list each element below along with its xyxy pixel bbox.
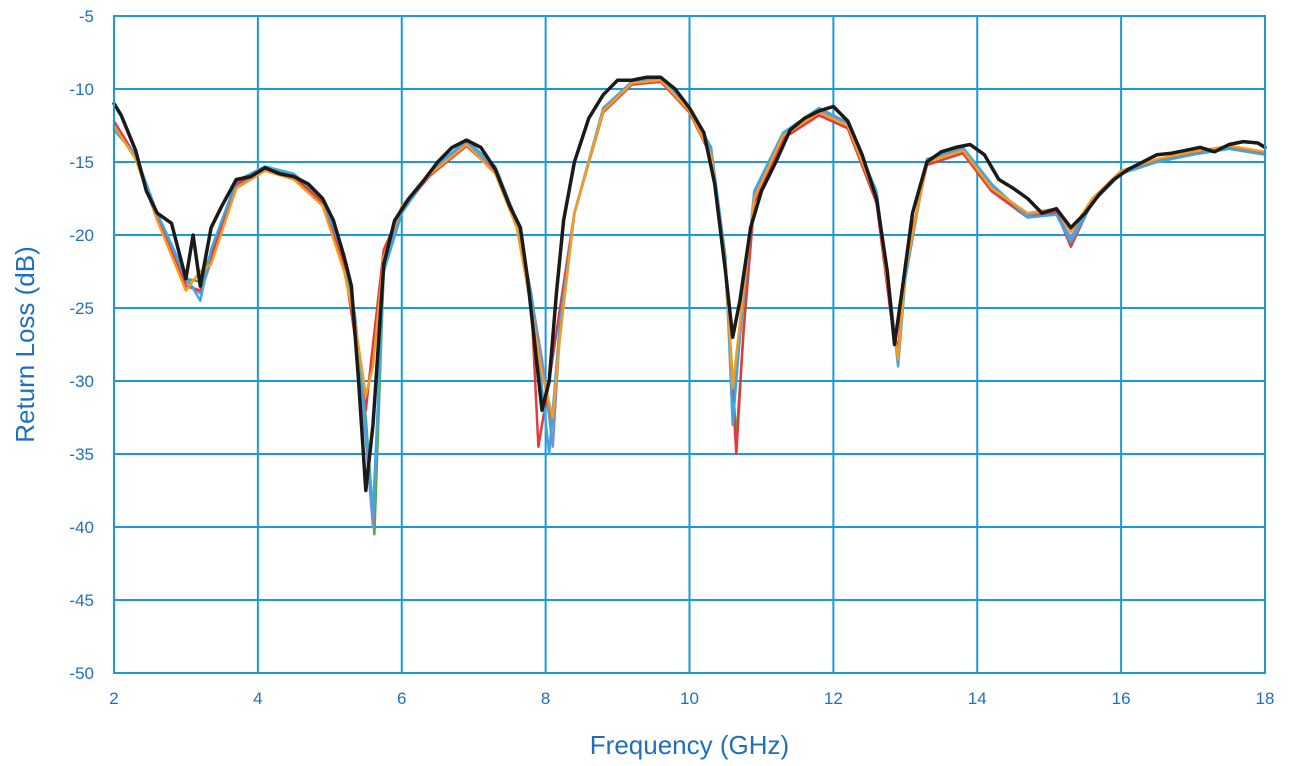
x-tick-label: 4 [253, 689, 262, 708]
y-tick-labels: -5 -10 -15 -20 -25 -30 -35 -40 -45 -50 [69, 7, 94, 683]
series-line [112, 75, 1267, 493]
series-lines [112, 75, 1267, 536]
y-tick-label: -10 [69, 80, 94, 99]
x-tick-label: 6 [397, 689, 406, 708]
y-tick-label: -15 [69, 153, 94, 172]
x-tick-label: 14 [968, 689, 987, 708]
y-tick-label: -50 [69, 664, 94, 683]
plot-frame [113, 15, 1266, 674]
x-tick-label: 2 [109, 689, 118, 708]
y-tick-label: -30 [69, 372, 94, 391]
y-tick-label: -20 [69, 226, 94, 245]
y-axis-title: Return Loss (dB) [10, 246, 40, 443]
x-tick-label: 16 [1112, 689, 1131, 708]
x-tick-label: 10 [680, 689, 699, 708]
x-tick-label: 18 [1256, 689, 1275, 708]
series-line [112, 78, 1267, 419]
y-tick-label: -45 [69, 591, 94, 610]
x-tick-label: 8 [541, 689, 550, 708]
x-axis-title: Frequency (GHz) [590, 730, 789, 760]
x-tick-labels: 2 4 6 8 10 12 14 16 18 [109, 689, 1274, 708]
x-tick-label: 12 [824, 689, 843, 708]
y-tick-label: -5 [79, 7, 94, 26]
y-tick-label: -35 [69, 445, 94, 464]
y-tick-label: -25 [69, 299, 94, 318]
y-tick-label: -40 [69, 518, 94, 537]
